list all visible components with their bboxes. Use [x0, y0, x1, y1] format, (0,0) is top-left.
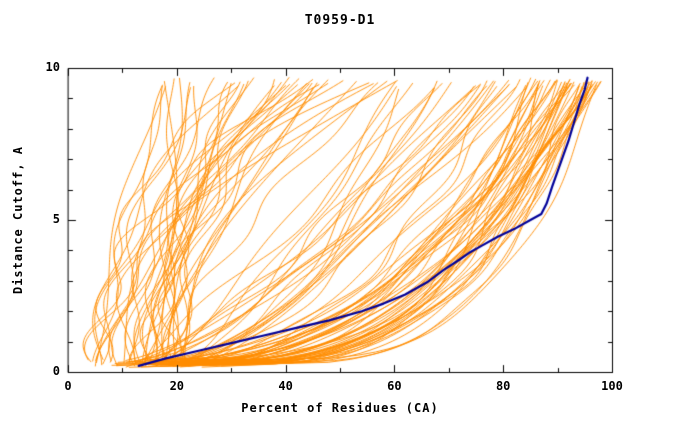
x-tick-label: 100: [601, 379, 623, 393]
y-axis-label: Distance Cutoff, A: [11, 145, 25, 295]
y-tick-label: 10: [45, 60, 60, 74]
x-tick-label: 60: [387, 379, 402, 393]
x-tick-label: 80: [495, 379, 511, 393]
y-tick-label: 5: [52, 212, 60, 226]
x-tick-label: 40: [278, 379, 293, 393]
chart-title: T0959-D1: [304, 13, 376, 28]
x-tick-label: 20: [169, 379, 185, 393]
x-tick-label: 0: [64, 379, 72, 393]
x-axis-label: Percent of Residues (CA): [241, 401, 439, 415]
y-tick-label: 0: [52, 364, 60, 378]
